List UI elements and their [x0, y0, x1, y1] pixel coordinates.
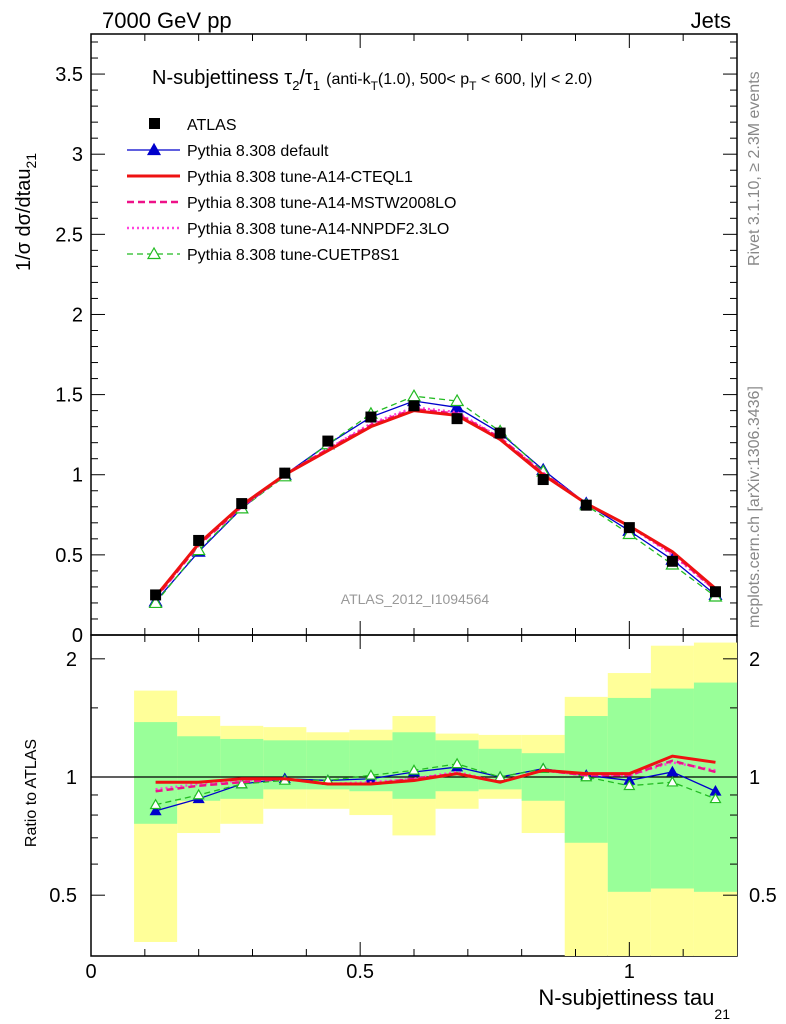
ratio-4-point-2 [235, 777, 248, 789]
legend-label-1: Pythia 8.308 default [187, 143, 329, 160]
axis-ticks: 0 0.5 1 1.5 2 2.5 3 3.5 0 0.5 1 0.5 0.5 1 1 2 2 [49, 34, 777, 983]
uncertainty-bands [91, 642, 737, 956]
series-5-point-11 [622, 526, 637, 540]
ratio-4-point-11 [623, 779, 636, 791]
atlas-point-5 [365, 411, 377, 423]
x-tick-label-0: 0 [85, 961, 96, 983]
ratio-4-point-6 [407, 764, 421, 775]
series-5-point-7 [450, 393, 465, 407]
atlas-point-6 [408, 400, 420, 412]
legend-label-0: ATLAS [187, 117, 237, 134]
y-tick-label-1.5: 1.5 [55, 385, 83, 407]
series-5-point-0 [148, 595, 163, 609]
y-tick-label-0: 0 [72, 625, 83, 647]
y-tick-label-3: 3 [72, 144, 83, 166]
ratio-series-group [149, 754, 722, 816]
legend: ATLAS Pythia 8.308 default Pythia 8.308 tu… [127, 117, 456, 264]
atlas-point-7 [451, 413, 463, 425]
legend-label-4: Pythia 8.308 tune-A14-NNPDF2.3LO [187, 221, 449, 238]
mcplots-credit: mcplots.cern.ch [arXiv:1306.3436] [746, 386, 763, 628]
y-tick-label-1: 1 [72, 465, 83, 487]
y-tick-label-2: 2 [72, 304, 83, 326]
inner-band-12 [650, 688, 694, 889]
legend-label-2: Pythia 8.308 tune-A14-CTEQL1 [187, 169, 413, 186]
ratio-tick-label-right-2: 2 [749, 649, 760, 671]
ratio-tick-label-left-0.5: 0.5 [49, 885, 77, 907]
ratio-0-point-12 [666, 765, 679, 777]
series-1-point-7 [450, 400, 465, 413]
atlas-point-11 [623, 522, 635, 534]
legend-label-5: Pythia 8.308 tune-CUETP8S1 [187, 247, 400, 264]
atlas-point-3 [279, 467, 291, 479]
ratio-tick-label-right-0.5: 0.5 [749, 885, 777, 907]
inner-band-11 [607, 697, 651, 892]
ratio-4-point-5 [364, 769, 377, 780]
atlas-point-2 [236, 498, 248, 510]
ratio-axis-label: Ratio to ATLAS [23, 739, 40, 847]
atlas-point-4 [322, 435, 334, 447]
y-tick-label-3.5: 3.5 [55, 64, 83, 86]
rivet-version-note: Rivet 3.1.10, ≥ 2.3M events [746, 71, 763, 266]
ratio-4-point-0 [149, 798, 162, 810]
x-tick-label-1: 1 [624, 961, 635, 983]
atlas-point-1 [193, 534, 205, 546]
atlas-point-9 [537, 474, 549, 486]
atlas-point-12 [666, 555, 678, 567]
y-axis-label: 1/σ dσ/dtau21 [13, 153, 39, 271]
x-axis-label: N-subjettiness tau21 [538, 985, 730, 1022]
analysis-tag: ATLAS_2012_I1094564 [341, 591, 490, 607]
series-line-2 [154, 409, 717, 598]
atlas-point-13 [709, 586, 721, 598]
ratio-tick-label-right-1: 1 [749, 767, 760, 789]
legend-marker-5 [146, 246, 162, 260]
ratio-tick-label-left-1: 1 [66, 767, 77, 789]
legend-label-3: Pythia 8.308 tune-A14-MSTW2008LO [187, 195, 456, 212]
ratio-0-point-0 [149, 804, 162, 816]
atlas-point-8 [494, 427, 506, 439]
atlas-point-10 [580, 499, 592, 511]
ratio-line-1 [155, 754, 716, 786]
ratio-line-4 [155, 763, 716, 806]
ratio-4-point-1 [192, 788, 205, 800]
atlas-point-0 [150, 589, 162, 601]
ratio-tick-label-left-2: 2 [66, 649, 77, 671]
series-group [148, 388, 723, 609]
header-right: Jets [691, 8, 731, 33]
ratio-4-point-7 [451, 757, 464, 769]
y-tick-label-2.5: 2.5 [55, 224, 83, 246]
ratio-4-point-12 [666, 775, 679, 787]
y-tick-label-0.5: 0.5 [55, 545, 83, 567]
header-left: 7000 GeV pp [102, 8, 232, 33]
legend-marker-1 [146, 142, 162, 156]
x-tick-label-0.5: 0.5 [346, 961, 374, 983]
ratio-4-point-13 [709, 792, 722, 804]
legend-marker-atlas [149, 118, 160, 129]
chart-title: N-subjettiness τ2/τ1 (anti-kT(1.0), 500< … [152, 67, 592, 93]
series-5-point-6 [406, 388, 422, 402]
